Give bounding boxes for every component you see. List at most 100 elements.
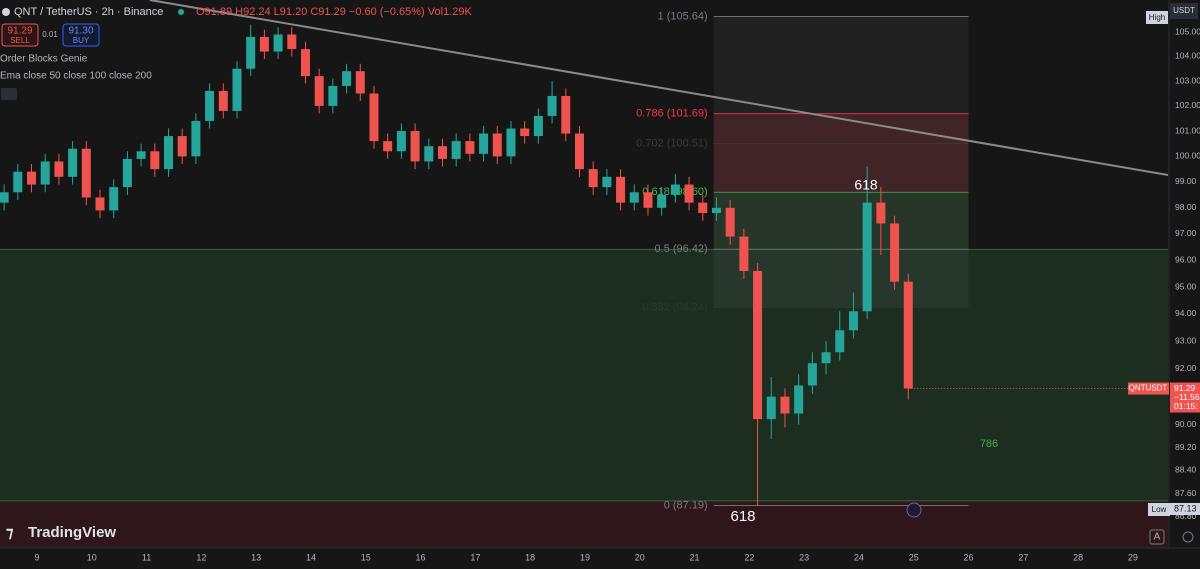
y-tick-label: 105.00 (1175, 26, 1200, 36)
candle-body (766, 396, 776, 420)
x-tick-label: 16 (416, 552, 426, 562)
x-tick-label: 10 (87, 552, 97, 562)
buy-button[interactable] (62, 23, 100, 47)
buy-price[interactable]: 91.30 (68, 26, 93, 37)
indicator-name[interactable]: Ema close 50 close 100 close 200 (0, 71, 152, 82)
candle-body (739, 236, 749, 271)
x-tick-label: 17 (470, 552, 480, 562)
candle-body (40, 161, 50, 185)
x-tick-label: 25 (909, 552, 919, 562)
candle-body (588, 169, 598, 188)
candle-body (807, 363, 817, 386)
indicator-name[interactable]: Order Blocks Genie (0, 54, 88, 65)
candle-body (711, 207, 721, 214)
y-tick-label: 89.20 (1175, 442, 1197, 452)
candle-body (95, 197, 105, 211)
candle-body (177, 136, 187, 157)
auto-label[interactable]: A (1154, 532, 1161, 543)
candle-body (890, 223, 900, 282)
x-tick-label: 14 (306, 552, 316, 562)
candle-body (164, 136, 174, 170)
candle-body (273, 34, 283, 52)
price-change: −11.56 (1174, 392, 1200, 402)
last-price-bg (1170, 382, 1200, 413)
auto-button[interactable] (1149, 529, 1165, 545)
overlay: QNT / TetherUS · 2h · Binance O91.89 H92… (0, 0, 1200, 549)
candle-body (424, 146, 434, 162)
candle-body (342, 71, 352, 87)
buy-label[interactable]: BUY (73, 36, 90, 45)
countdown: 01:15: (1174, 401, 1198, 411)
sell-button[interactable] (1, 23, 39, 47)
candle-body (410, 131, 420, 162)
spread: 0.01 (42, 30, 58, 39)
candle-body (725, 207, 735, 237)
x-tick-label: 18 (525, 552, 535, 562)
y-tick-label: 99.00 (1175, 176, 1197, 186)
symbol-tag: QNTUSDT (1129, 384, 1168, 393)
candle-body (54, 161, 64, 177)
candle-body (369, 93, 379, 142)
sell-price[interactable]: 91.29 (7, 26, 32, 37)
annotation: 618 (730, 508, 755, 525)
candle-body (876, 202, 886, 224)
candle-body (396, 131, 406, 152)
x-tick-label: 19 (580, 552, 590, 562)
candle-body (451, 141, 461, 159)
x-tick-label: 26 (964, 552, 974, 562)
currency[interactable]: USDT (1173, 6, 1195, 15)
candle-body (753, 270, 763, 420)
candle-body (780, 396, 790, 414)
candle-body (698, 202, 708, 214)
ohlc: O91.89 H92.24 L91.20 C91.29 −0.60 (−0.65… (196, 6, 472, 18)
high-tag: High (1149, 13, 1165, 22)
sell-label[interactable]: SELL (10, 36, 30, 45)
event-icon[interactable] (906, 502, 922, 518)
candle-body (81, 148, 91, 198)
last-price: 91.29 (1174, 383, 1196, 393)
logo[interactable]: TradingView (28, 524, 116, 541)
low-price-bg (1170, 503, 1200, 515)
candle-body (643, 192, 653, 208)
candle-body (848, 311, 858, 331)
candle-body (629, 192, 639, 203)
y-tick-label: 92.00 (1175, 363, 1197, 373)
candle-body (574, 133, 584, 170)
candle-body (547, 95, 557, 116)
high-tag-bg (1146, 11, 1168, 24)
candle-body (670, 184, 680, 195)
fib-area (713, 192, 969, 250)
candle-body (465, 141, 475, 154)
settings-button[interactable] (1182, 531, 1194, 543)
collapse-button[interactable] (1, 88, 17, 100)
candle-body (903, 281, 913, 389)
low-price: 87.13 (1174, 503, 1197, 513)
currency-box[interactable] (1170, 3, 1198, 19)
symbol[interactable]: QNT / TetherUS · 2h · Binance (14, 6, 163, 18)
fib-label: 0.5 (96.42) (655, 243, 708, 255)
y-tick-label: 98.00 (1175, 202, 1197, 212)
candle-body (616, 176, 626, 203)
candle-body (657, 194, 667, 208)
candle-body (684, 184, 694, 203)
candle-body (13, 171, 23, 193)
y-tick-label: 94.00 (1175, 308, 1197, 318)
candle-body (27, 171, 37, 185)
candle-body (794, 385, 804, 414)
y-tick-label: 102.00 (1175, 100, 1200, 110)
order-block (0, 249, 1168, 501)
candle-body (259, 36, 269, 52)
candle-body (300, 49, 310, 77)
annotation: 618 (854, 177, 878, 193)
candle-body (122, 158, 132, 188)
fib-label: 0.786 (101.69) (636, 108, 708, 120)
candle-body (109, 187, 119, 211)
x-tick-label: 24 (854, 552, 864, 562)
low-tag: Low (1152, 505, 1167, 514)
y-tick-label: 93.00 (1175, 335, 1197, 345)
fib-label: 0.702 (100.51) (636, 137, 708, 149)
candle-body (68, 148, 78, 177)
y-tick-label: 101.00 (1175, 125, 1200, 135)
